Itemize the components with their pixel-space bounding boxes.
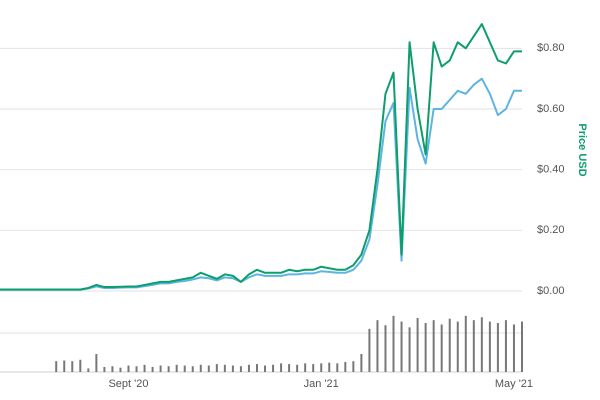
volume-bar bbox=[103, 366, 106, 372]
volume-bar bbox=[352, 361, 355, 372]
price-line bbox=[0, 23, 522, 291]
volume-bar bbox=[344, 361, 347, 372]
volume-bar bbox=[167, 366, 170, 372]
y-tick-label: $0.80 bbox=[537, 42, 565, 54]
volume-bar bbox=[71, 361, 74, 372]
volume-bar bbox=[111, 366, 114, 372]
price-line bbox=[0, 77, 522, 291]
volume-bar bbox=[488, 321, 491, 372]
volume-bar bbox=[521, 321, 523, 372]
volume-bar bbox=[151, 366, 154, 372]
volume-bar bbox=[424, 323, 427, 372]
volume-bar bbox=[175, 364, 178, 372]
volume-bar bbox=[159, 365, 162, 372]
volume-bar bbox=[384, 325, 387, 372]
volume-bar bbox=[272, 364, 275, 372]
volume-bar bbox=[368, 328, 371, 372]
volume-bar bbox=[408, 327, 411, 372]
volume-bar bbox=[336, 363, 339, 372]
volume-bar bbox=[239, 366, 242, 372]
volume-bar bbox=[255, 364, 258, 372]
volume-bar bbox=[496, 323, 499, 372]
volume-bar bbox=[440, 324, 443, 372]
volume-bar bbox=[392, 315, 395, 372]
volume-bar bbox=[183, 365, 186, 372]
volume-bar bbox=[288, 364, 291, 372]
y-axis-label: Price USD bbox=[576, 123, 588, 176]
volume-bar bbox=[223, 364, 226, 372]
volume-bar bbox=[480, 317, 483, 372]
y-tick-label: $0.20 bbox=[537, 224, 565, 236]
volume-bar bbox=[416, 318, 419, 372]
volume-bar bbox=[63, 360, 66, 372]
volume-bar bbox=[199, 364, 202, 372]
volume-bar bbox=[95, 354, 98, 372]
volume-bar bbox=[320, 363, 323, 372]
volume-bar bbox=[280, 363, 283, 372]
volume-bar bbox=[264, 365, 267, 372]
x-tick-label: Sept '20 bbox=[108, 378, 148, 390]
y-tick-label: $0.60 bbox=[537, 103, 565, 115]
volume-bar bbox=[504, 320, 507, 372]
volume-bar bbox=[512, 324, 515, 372]
volume-bar bbox=[135, 366, 138, 372]
volume-bar bbox=[456, 321, 459, 372]
volume-bar bbox=[207, 365, 210, 372]
volume-bar bbox=[328, 362, 331, 372]
volume-bar bbox=[79, 359, 82, 372]
volume-bar bbox=[247, 364, 250, 372]
volume-bar bbox=[231, 365, 234, 372]
x-tick-label: Jan '21 bbox=[304, 378, 339, 390]
volume-bar bbox=[191, 366, 194, 372]
volume-bar bbox=[87, 368, 90, 372]
volume-bar bbox=[215, 364, 218, 372]
volume-bar bbox=[464, 315, 467, 372]
volume-bar bbox=[376, 320, 379, 372]
volume-bar bbox=[432, 320, 435, 372]
volume-bar bbox=[304, 363, 307, 372]
volume-bar bbox=[312, 364, 315, 372]
x-tick-label: May '21 bbox=[495, 378, 533, 390]
volume-bar bbox=[400, 321, 403, 372]
y-tick-label: $0.40 bbox=[537, 164, 565, 176]
volume-bar bbox=[119, 367, 122, 372]
volume-bar bbox=[472, 320, 475, 372]
y-tick-label: $0.00 bbox=[537, 285, 565, 297]
volume-bar bbox=[55, 361, 58, 372]
volume-bar bbox=[448, 318, 451, 372]
volume-bar bbox=[360, 354, 363, 372]
volume-bar bbox=[296, 364, 299, 372]
volume-bar bbox=[127, 365, 130, 372]
volume-bar bbox=[143, 364, 146, 372]
